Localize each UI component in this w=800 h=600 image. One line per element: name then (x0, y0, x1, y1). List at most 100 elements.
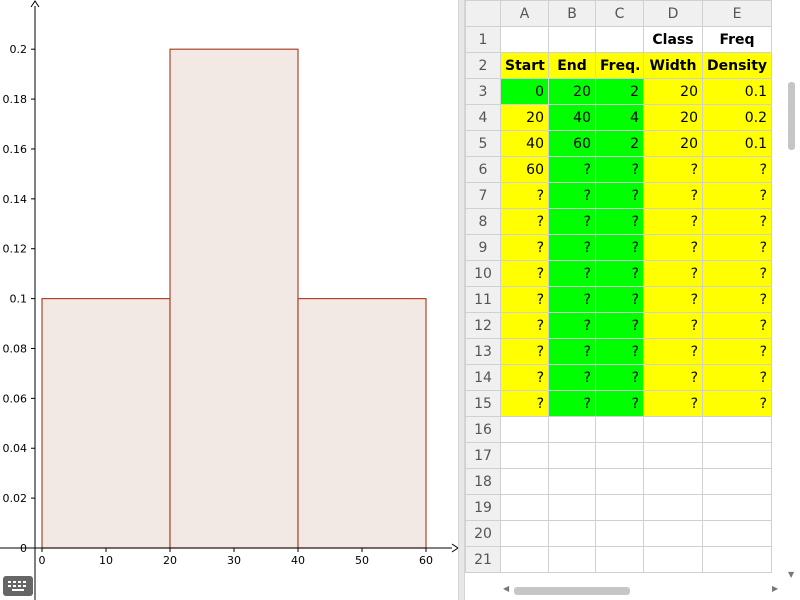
cell-d20[interactable] (643, 520, 703, 547)
vertical-scrollbar[interactable]: ▼ (785, 0, 800, 584)
cell-c9[interactable]: ? (595, 234, 644, 261)
column-header-b[interactable]: B (548, 0, 596, 27)
row-header[interactable]: 18 (465, 468, 501, 495)
cell-d5[interactable]: 20 (643, 130, 703, 157)
cell-c12[interactable]: ? (595, 312, 644, 339)
cell-d14[interactable]: ? (643, 364, 703, 391)
row-header[interactable]: 10 (465, 260, 501, 287)
cell-a11[interactable]: ? (500, 286, 549, 313)
row-header[interactable]: 5 (465, 130, 501, 157)
cell-c8[interactable]: ? (595, 208, 644, 235)
cell-a2[interactable]: Start (500, 52, 549, 79)
cell-e11[interactable]: ? (702, 286, 772, 313)
cell-b17[interactable] (548, 442, 596, 469)
cell-e4[interactable]: 0.2 (702, 104, 772, 131)
column-header-d[interactable]: D (643, 0, 703, 27)
cell-e14[interactable]: ? (702, 364, 772, 391)
cell-e7[interactable]: ? (702, 182, 772, 209)
cell-a1[interactable] (500, 26, 549, 53)
cell-e15[interactable]: ? (702, 390, 772, 417)
cell-e21[interactable] (702, 546, 772, 573)
cell-a10[interactable]: ? (500, 260, 549, 287)
cell-d7[interactable]: ? (643, 182, 703, 209)
cell-c2[interactable]: Freq. (595, 52, 644, 79)
row-header[interactable]: 3 (465, 78, 501, 105)
vertical-scroll-thumb[interactable] (788, 82, 795, 150)
scroll-left-arrow-icon[interactable]: ◀ (503, 584, 510, 593)
cell-a21[interactable] (500, 546, 549, 573)
cell-b7[interactable]: ? (548, 182, 596, 209)
cell-c18[interactable] (595, 468, 644, 495)
cell-b4[interactable]: 40 (548, 104, 596, 131)
spreadsheet-corner[interactable] (465, 0, 501, 27)
cell-e9[interactable]: ? (702, 234, 772, 261)
horizontal-scroll-thumb[interactable] (514, 587, 630, 595)
column-header-a[interactable]: A (500, 0, 549, 27)
cell-d21[interactable] (643, 546, 703, 573)
cell-c7[interactable]: ? (595, 182, 644, 209)
cell-b11[interactable]: ? (548, 286, 596, 313)
cell-e19[interactable] (702, 494, 772, 521)
cell-d15[interactable]: ? (643, 390, 703, 417)
cell-e17[interactable] (702, 442, 772, 469)
spreadsheet-view[interactable]: A B C D E 1 Class Freq 2 Start End Freq. Width Densit… (465, 0, 800, 600)
cell-d2[interactable]: Width (643, 52, 703, 79)
cell-b20[interactable] (548, 520, 596, 547)
row-header[interactable]: 14 (465, 364, 501, 391)
cell-a8[interactable]: ? (500, 208, 549, 235)
row-header[interactable]: 2 (465, 52, 501, 79)
cell-b3[interactable]: 20 (548, 78, 596, 105)
cell-a18[interactable] (500, 468, 549, 495)
cell-a20[interactable] (500, 520, 549, 547)
cell-d3[interactable]: 20 (643, 78, 703, 105)
scroll-right-arrow-icon[interactable]: ▶ (772, 584, 779, 593)
cell-b2[interactable]: End (548, 52, 596, 79)
row-header[interactable]: 1 (465, 26, 501, 53)
cell-c14[interactable]: ? (595, 364, 644, 391)
cell-a6[interactable]: 60 (500, 156, 549, 183)
cell-e13[interactable]: ? (702, 338, 772, 365)
keyboard-toggle-button[interactable] (3, 576, 33, 596)
cell-c10[interactable]: ? (595, 260, 644, 287)
row-header[interactable]: 13 (465, 338, 501, 365)
cell-c19[interactable] (595, 494, 644, 521)
cell-a19[interactable] (500, 494, 549, 521)
cell-e1[interactable]: Freq (702, 26, 772, 53)
row-header[interactable]: 9 (465, 234, 501, 261)
cell-e2[interactable]: Density (702, 52, 772, 79)
row-header[interactable]: 17 (465, 442, 501, 469)
cell-e6[interactable]: ? (702, 156, 772, 183)
cell-a16[interactable] (500, 416, 549, 443)
cell-d13[interactable]: ? (643, 338, 703, 365)
row-header[interactable]: 6 (465, 156, 501, 183)
cell-b19[interactable] (548, 494, 596, 521)
cell-d18[interactable] (643, 468, 703, 495)
row-header[interactable]: 8 (465, 208, 501, 235)
row-header[interactable]: 7 (465, 182, 501, 209)
cell-e16[interactable] (702, 416, 772, 443)
column-header-c[interactable]: C (595, 0, 644, 27)
cell-b10[interactable]: ? (548, 260, 596, 287)
cell-b9[interactable]: ? (548, 234, 596, 261)
cell-a3[interactable]: 0 (500, 78, 549, 105)
cell-a9[interactable]: ? (500, 234, 549, 261)
cell-d6[interactable]: ? (643, 156, 703, 183)
cell-d10[interactable]: ? (643, 260, 703, 287)
cell-e18[interactable] (702, 468, 772, 495)
cell-b6[interactable]: ? (548, 156, 596, 183)
cell-c3[interactable]: 2 (595, 78, 644, 105)
cell-c6[interactable]: ? (595, 156, 644, 183)
row-header[interactable]: 16 (465, 416, 501, 443)
cell-d8[interactable]: ? (643, 208, 703, 235)
cell-a17[interactable] (500, 442, 549, 469)
row-header[interactable]: 15 (465, 390, 501, 417)
cell-a7[interactable]: ? (500, 182, 549, 209)
cell-e8[interactable]: ? (702, 208, 772, 235)
cell-b8[interactable]: ? (548, 208, 596, 235)
cell-a5[interactable]: 40 (500, 130, 549, 157)
cell-c15[interactable]: ? (595, 390, 644, 417)
cell-d17[interactable] (643, 442, 703, 469)
cell-b14[interactable]: ? (548, 364, 596, 391)
cell-b12[interactable]: ? (548, 312, 596, 339)
cell-c13[interactable]: ? (595, 338, 644, 365)
